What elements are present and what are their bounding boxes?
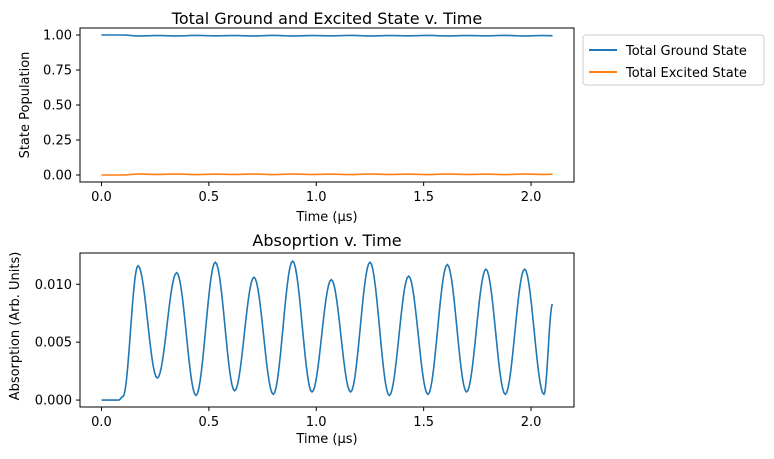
plot-frame (79, 252, 575, 408)
chart-title: Total Ground and Excited State v. Time (171, 9, 482, 28)
y-axis-label: State Population (18, 52, 33, 159)
series-line-0 (101, 34, 553, 37)
x-tick-label: 1.0 (306, 415, 327, 430)
legend-box (582, 34, 765, 86)
absorption-chart: Absoprtion v. Time 0.0 0.5 1.0 1.5 2.0 0.000… (8, 231, 575, 447)
x-tick-label: 0.0 (91, 415, 112, 430)
series-group (101, 259, 554, 401)
y-axis-ticks: 0.000 0.005 0.010 (35, 278, 80, 409)
x-tick-label: 1.5 (413, 415, 434, 430)
y-axis-label: Absorption (Arb. Units) (8, 252, 23, 401)
y-tick-label: 0.75 (43, 64, 72, 79)
y-tick-label: 0.25 (43, 134, 72, 149)
y-axis-ticks: 0.00 0.25 0.50 0.75 1.00 (43, 29, 80, 184)
y-tick-label: 0.000 (35, 394, 72, 409)
x-tick-label: 0.0 (91, 190, 112, 205)
y-tick-label: 1.00 (43, 29, 72, 44)
x-axis-ticks: 0.0 0.5 1.0 1.5 2.0 (91, 182, 541, 205)
y-tick-label: 0.010 (35, 278, 72, 293)
x-axis-label: Time (μs) (295, 432, 357, 447)
x-tick-label: 2.0 (521, 415, 542, 430)
x-axis-ticks: 0.0 0.5 1.0 1.5 2.0 (91, 407, 541, 430)
chart-title: Absoprtion v. Time (252, 231, 401, 250)
series-line-1 (101, 173, 553, 176)
legend-label-excited: Total Excited State (625, 66, 747, 81)
x-tick-label: 0.5 (199, 415, 220, 430)
legend: Total Ground State Total Excited State (582, 34, 765, 86)
legend-label-ground: Total Ground State (625, 44, 747, 59)
x-tick-label: 1.5 (413, 190, 434, 205)
y-tick-label: 0.00 (43, 169, 72, 184)
series-group (101, 34, 553, 176)
x-axis-label: Time (μs) (295, 210, 357, 225)
x-tick-label: 1.0 (306, 190, 327, 205)
series-line-0 (101, 259, 554, 401)
state-population-chart: Total Ground and Excited State v. Time 0… (18, 9, 765, 225)
y-tick-label: 0.50 (43, 99, 72, 114)
y-tick-label: 0.005 (35, 336, 72, 351)
x-tick-label: 2.0 (521, 190, 542, 205)
x-tick-label: 0.5 (199, 190, 220, 205)
